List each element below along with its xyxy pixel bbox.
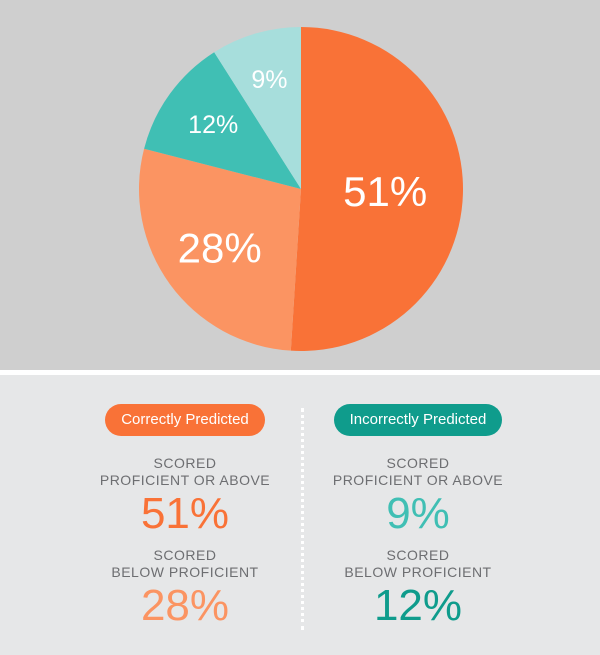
incorrect-below-label-line1: SCORED — [386, 547, 450, 563]
pie-label-proficient-correct: 51% — [343, 168, 427, 215]
correct-below-label-line2: BELOW PROFICIENT — [111, 564, 259, 580]
pie-slice-proficient-incorrect — [214, 27, 301, 189]
pie-label-proficient-incorrect: 9% — [251, 66, 287, 94]
correct-below-label-line1: SCORED — [153, 547, 217, 563]
incorrect-below-value: 12% — [373, 581, 463, 630]
incorrect-proficient-label: SCORED PROFICIENT OR ABOVE — [293, 455, 543, 489]
pie-label-below-incorrect: 12% — [188, 111, 238, 139]
correct-column: Correctly Predicted SCORED PROFICIENT OR… — [60, 404, 310, 631]
column-divider — [301, 408, 304, 630]
correct-proficient-label-line1: SCORED — [153, 455, 217, 471]
incorrectly-predicted-badge: Incorrectly Predicted — [333, 404, 503, 436]
pie-label-below-correct: 28% — [178, 225, 262, 272]
incorrect-proficient-label-line1: SCORED — [386, 455, 450, 471]
incorrect-proficient-value: 9% — [386, 489, 450, 538]
chart-panel: 51% 28% 12% 9% — [0, 0, 600, 370]
correctly-predicted-badge: Correctly Predicted — [105, 404, 265, 436]
pie-slice-proficient-correct — [290, 27, 464, 351]
correct-below-label: SCORED BELOW PROFICIENT — [60, 547, 310, 581]
correct-proficient-label-line2: PROFICIENT OR ABOVE — [99, 472, 271, 488]
incorrect-proficient-label-line2: PROFICIENT OR ABOVE — [332, 472, 504, 488]
pie-chart: 51% 28% 12% 9% — [139, 27, 464, 351]
correct-proficient-label: SCORED PROFICIENT OR ABOVE — [60, 455, 310, 489]
pie-slice-below-incorrect — [144, 52, 301, 189]
pie-slice-below-correct — [139, 148, 301, 351]
incorrect-below-label: SCORED BELOW PROFICIENT — [293, 547, 543, 581]
correct-proficient-value: 51% — [140, 489, 230, 538]
correct-below-value: 28% — [140, 581, 230, 630]
incorrect-column: Incorrectly Predicted SCORED PROFICIENT … — [293, 404, 543, 631]
incorrect-below-label-line2: BELOW PROFICIENT — [344, 564, 492, 580]
